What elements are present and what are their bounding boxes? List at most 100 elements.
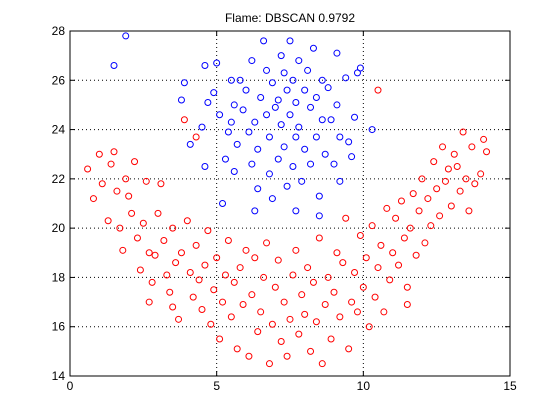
red-point [342,214,350,222]
blue-point [219,200,227,207]
red-point [192,133,200,141]
red-point [107,160,115,168]
red-point [330,288,338,296]
y-tick-label: 14 [52,369,66,383]
tick-marks [69,30,511,377]
red-point [142,177,150,185]
red-point [169,224,177,232]
data-points [84,32,491,368]
red-point [471,180,479,188]
blue-point [309,44,317,52]
red-point [148,278,156,286]
blue-point [251,207,259,215]
blue-point [230,101,238,109]
red-point [257,308,265,316]
blue-point [268,79,276,87]
red-point [242,246,250,254]
plot-area [70,31,510,376]
blue-point [295,57,303,65]
red-point [163,271,171,279]
red-point [263,239,271,247]
red-point [386,276,394,284]
blue-point [315,212,323,220]
blue-point [295,123,303,131]
red-point [409,190,417,198]
red-point [221,271,229,279]
red-point [345,345,353,353]
red-point [233,345,241,353]
blue-point [312,133,320,141]
red-point [389,249,397,257]
red-point [95,150,103,158]
blue-point [353,69,361,77]
red-point [289,271,297,279]
red-point [151,251,159,259]
blue-point [286,37,294,45]
blue-point [265,170,273,178]
blue-point [227,76,235,84]
red-point [421,239,429,247]
red-point [160,236,168,244]
red-point [154,209,162,217]
red-point [98,180,106,188]
red-point [166,288,174,296]
blue-point [307,103,315,111]
y-tick-label: 28 [52,24,66,38]
blue-point [254,145,262,153]
red-point [113,187,121,195]
red-point [441,177,449,185]
x-tick-label: 15 [503,379,517,393]
red-point [430,158,438,166]
blue-point [180,79,188,87]
red-point [459,128,467,136]
blue-point [110,62,118,69]
red-point [424,195,432,203]
blue-point [268,195,276,203]
blue-point [348,153,356,161]
y-tick-label: 20 [52,221,66,235]
red-point [268,320,276,328]
red-point [456,187,464,195]
red-point [477,170,485,178]
blue-point [233,140,241,148]
red-point [453,163,461,171]
red-point [374,264,382,272]
blue-point [251,118,259,126]
red-point [125,192,133,200]
red-point [280,298,288,306]
red-point [254,328,262,336]
red-point [400,234,408,242]
red-point [292,246,300,254]
y-tick-label: 16 [52,320,66,334]
blue-point [248,160,256,168]
blue-point [242,86,250,94]
blue-point [263,111,271,119]
red-point [351,269,359,276]
red-point [436,212,444,220]
x-tick-label: 10 [357,379,371,393]
red-point [483,148,491,156]
blue-point [289,76,297,84]
red-point [89,195,97,203]
red-point [116,224,124,232]
red-point [480,135,488,143]
red-point [198,305,206,313]
blue-point [122,32,130,40]
red-point [307,347,315,355]
red-point [447,202,455,210]
red-point [427,222,435,230]
red-point [304,264,312,272]
blue-point [286,111,294,119]
red-point [251,254,259,262]
blue-point [318,76,326,84]
red-point [216,335,224,343]
red-point [406,224,414,232]
blue-point [277,121,285,129]
blue-point [301,86,309,94]
blue-point [283,86,291,94]
red-point [119,246,127,254]
blue-point [336,133,344,141]
red-point [418,175,426,183]
y-tick-label: 24 [52,123,66,137]
red-point [383,204,391,212]
